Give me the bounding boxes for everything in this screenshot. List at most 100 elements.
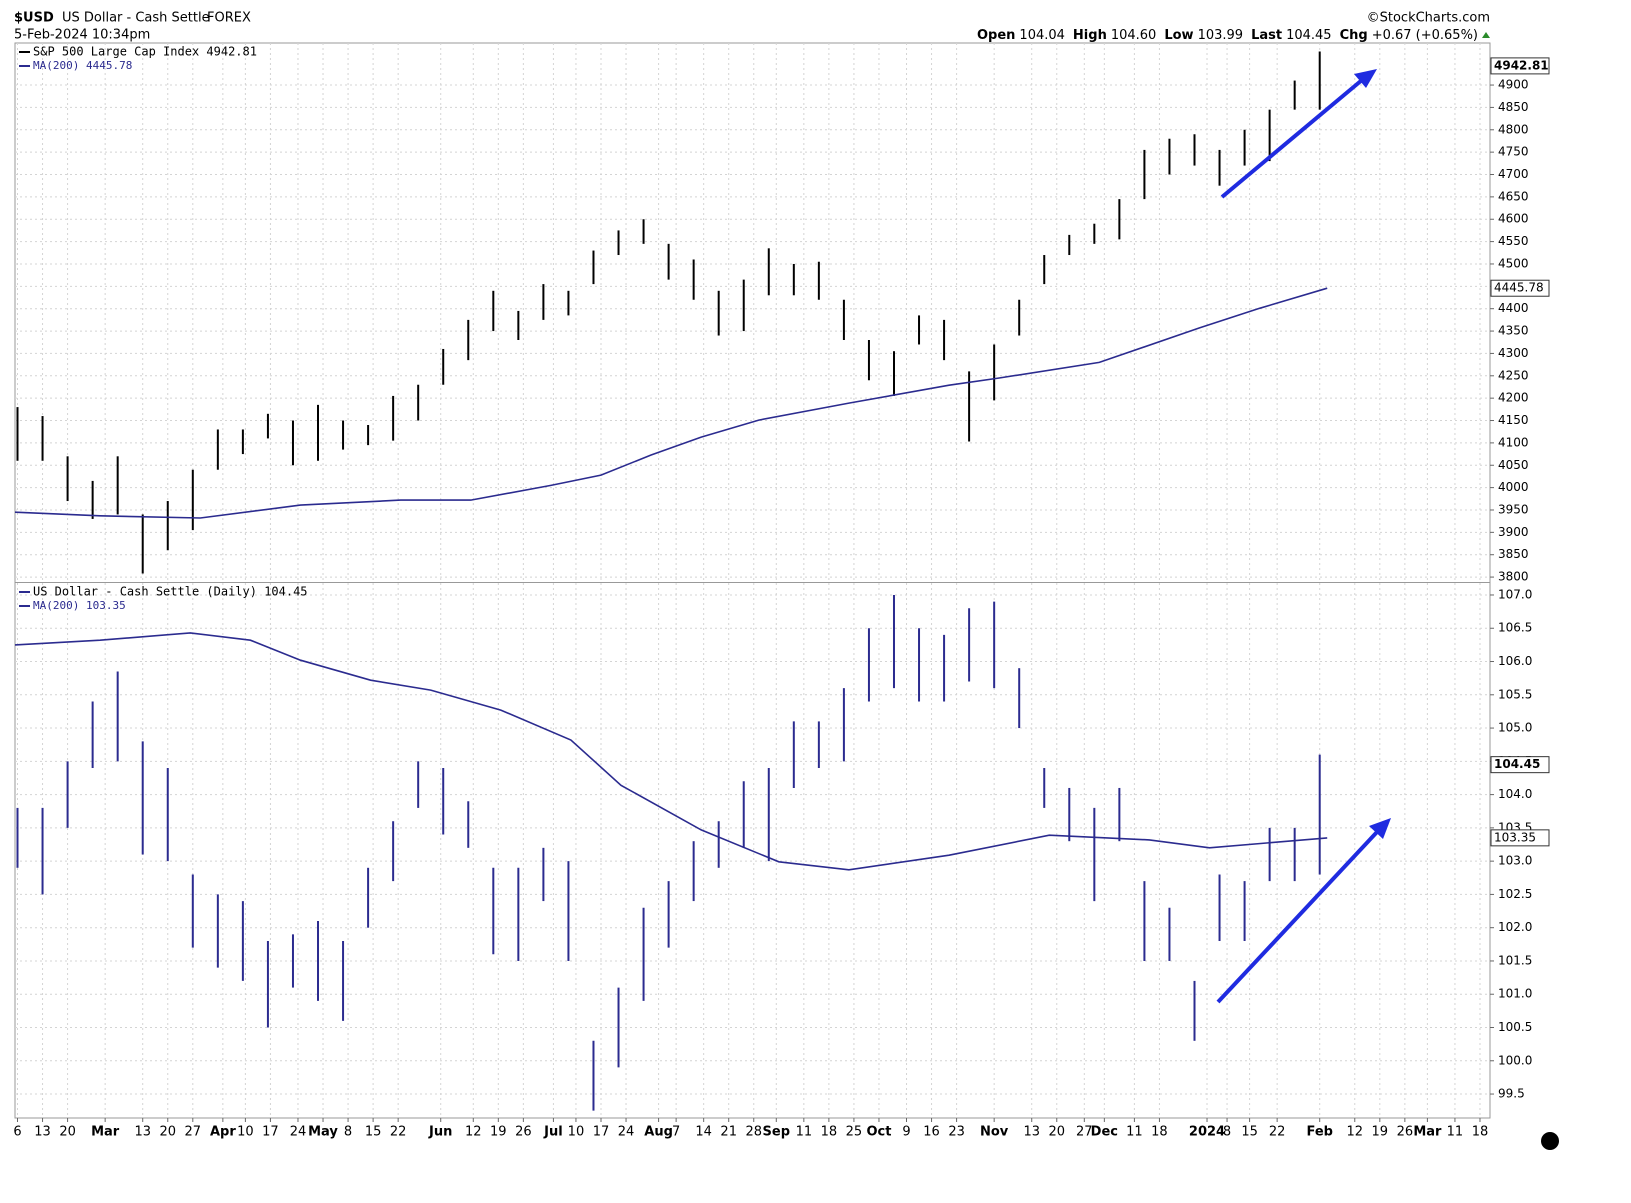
x-tick-label: Nov (980, 1125, 1009, 1140)
corner-dot (1541, 1132, 1559, 1150)
legend-label: US Dollar - Cash Settle (Daily) 104.45 (33, 585, 308, 599)
x-tick-label: 21 (720, 1125, 737, 1140)
trend-arrow (1220, 78, 1364, 199)
x-tick-label: 9 (902, 1125, 910, 1140)
y-tick-label: 4150 (1498, 413, 1529, 427)
moving-average (14, 287, 1328, 519)
x-tick-label: 7 (672, 1125, 680, 1140)
y-tick-label: 102.5 (1498, 887, 1532, 901)
x-tick-label: 18 (821, 1125, 838, 1140)
x-tick-label: 19 (490, 1125, 507, 1140)
x-tick-label: Oct (866, 1125, 891, 1140)
x-tick-label: 13 (134, 1125, 151, 1140)
x-tick-label: 14 (695, 1125, 712, 1140)
y-tick-label: 100.5 (1498, 1020, 1532, 1034)
y-tick-label: 101.5 (1498, 953, 1532, 967)
last-value-box (1490, 756, 1550, 774)
last-value-box (1490, 829, 1550, 847)
last-value-label: 103.35 (1494, 830, 1536, 844)
x-tick-label: 12 (465, 1125, 482, 1140)
y-tick-label: 3850 (1498, 547, 1529, 561)
x-tick-label: May (308, 1125, 338, 1140)
x-tick-label: 15 (1241, 1125, 1258, 1140)
last-value-box (1490, 57, 1550, 75)
x-tick-label: Mar (1413, 1125, 1442, 1140)
x-tick-label: Sep (763, 1125, 791, 1140)
quote-value: 104.60 (1111, 28, 1157, 43)
y-tick-label: 4750 (1498, 145, 1529, 159)
y-tick-label: 106.0 (1498, 654, 1532, 668)
quote-value: 104.04 (1019, 28, 1065, 43)
y-tick-label: 4900 (1498, 78, 1529, 92)
x-tick-label: 24 (290, 1125, 307, 1140)
y-tick-label: 105.0 (1498, 721, 1532, 735)
x-tick-label: 28 (745, 1125, 762, 1140)
x-tick-label: Aug (644, 1125, 673, 1140)
marks: 3800 3850 3900 3950 4000 4050 4100 4150 4200 4250… (13, 45, 1550, 1140)
legend-label: MA(200) 103.35 (33, 599, 126, 612)
quote-label: Low (1164, 28, 1193, 43)
x-tick-label: 26 (515, 1125, 532, 1140)
y-tick-label: 4850 (1498, 100, 1529, 114)
date: 5-Feb-2024 10:34pm (14, 28, 150, 43)
y-tick-label: 4800 (1498, 122, 1529, 136)
plot-frame (14, 42, 1491, 1119)
x-tick-label: 11 (1447, 1125, 1464, 1140)
quote-value: 104.45 (1286, 28, 1332, 43)
x-tick-label: 22 (1269, 1125, 1286, 1140)
x-tick-label: Dec (1091, 1125, 1118, 1140)
y-tick-label: 105.5 (1498, 687, 1532, 701)
x-tick-label: 26 (1397, 1125, 1414, 1140)
x-tick-label: 24 (618, 1125, 635, 1140)
arrow-head (1354, 69, 1377, 88)
last-value-label: 4445.78 (1494, 281, 1544, 295)
quote-label: Open (977, 28, 1015, 43)
y-tick-label: 4100 (1498, 435, 1529, 449)
x-tick-label: Jul (543, 1125, 563, 1140)
last-value-box (1490, 279, 1550, 297)
y-tick-label: 4050 (1498, 458, 1529, 472)
grid (15, 43, 1490, 1118)
quote-value: 103.99 (1198, 28, 1244, 43)
x-tick-label: 20 (1048, 1125, 1065, 1140)
y-tick-label: 4700 (1498, 167, 1529, 181)
x-tick-label: Mar (91, 1125, 120, 1140)
x-tick-label: 6 (13, 1125, 21, 1140)
x-tick-label: 22 (390, 1125, 407, 1140)
x-tick-label: 17 (262, 1125, 279, 1140)
y-tick-label: 100.0 (1498, 1053, 1532, 1067)
x-tick-label: 16 (923, 1125, 940, 1140)
arrow-head (1369, 818, 1391, 839)
x-tick-label: Feb (1306, 1125, 1332, 1140)
y-tick-label: 106.5 (1498, 621, 1532, 635)
y-tick-label: 104.0 (1498, 787, 1532, 801)
x-tick-label: 12 (1346, 1125, 1363, 1140)
y-tick-label: 4400 (1498, 301, 1529, 315)
moving-average (14, 632, 1328, 871)
up-arrow (1482, 32, 1490, 38)
x-tick-label: 23 (948, 1125, 965, 1140)
x-tick-label: 13 (1023, 1125, 1040, 1140)
quote-label: High (1073, 28, 1107, 43)
exchange: FOREX (207, 11, 251, 26)
x-tick-label: Apr (210, 1125, 236, 1140)
x-tick-label: 27 (185, 1125, 202, 1140)
y-tick-label: 4350 (1498, 324, 1529, 338)
y-tick-label: 4200 (1498, 391, 1529, 405)
x-tick-label: 18 (1151, 1125, 1168, 1140)
x-tick-label: 2024 (1189, 1125, 1225, 1140)
quote-label: Last (1251, 28, 1282, 43)
x-tick-label: 19 (1372, 1125, 1389, 1140)
legend-label: MA(200) 4445.78 (33, 59, 132, 72)
quote: Open 104.04 High 104.60 Low 103.99 Last 104.45 C… (977, 28, 1478, 43)
x-tick-label: 11 (796, 1125, 813, 1140)
y-tick-label: 99.5 (1498, 1087, 1525, 1101)
y-tick-label: 3900 (1498, 525, 1529, 539)
x-tick-label: 11 (1126, 1125, 1143, 1140)
source: ©StockCharts.com (1367, 11, 1490, 26)
x-tick-label: 17 (593, 1125, 610, 1140)
x-tick-label: 20 (59, 1125, 76, 1140)
y-tick-label: 103.0 (1498, 854, 1532, 868)
